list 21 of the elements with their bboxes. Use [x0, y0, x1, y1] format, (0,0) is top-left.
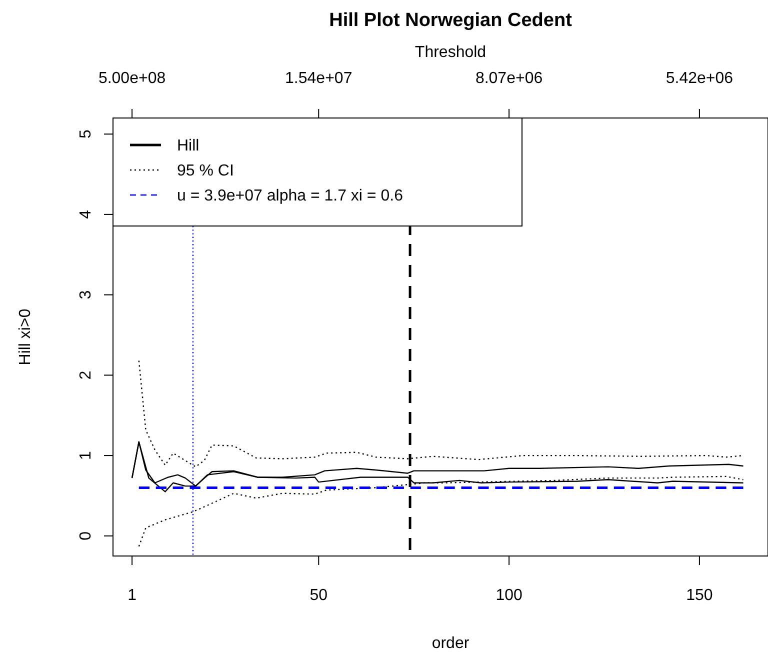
x2-axis-title: Threshold	[414, 44, 486, 61]
y-tick-label: 1	[78, 450, 95, 460]
legend-label: u = 3.9e+07 alpha = 1.7 xi = 0.6	[177, 188, 404, 205]
y-tick-label: 2	[78, 370, 95, 380]
x-axis-title: order	[432, 635, 470, 652]
chart-title: Hill Plot Norwegian Cedent	[329, 10, 573, 31]
x-tick-label: 1	[128, 587, 137, 604]
x-tick-label: 150	[686, 587, 713, 604]
y-tick-label: 0	[78, 531, 95, 540]
legend-label: Hill	[177, 138, 200, 155]
legend-label: 95 % CI	[177, 162, 234, 180]
y-axis-title: Hill xi>0	[17, 308, 34, 366]
text: 5.42e+06	[666, 70, 734, 87]
text: 1.54e+07	[285, 70, 352, 87]
x-tick-label: 100	[496, 587, 522, 604]
y-tick-label: 4	[78, 210, 95, 219]
text: 8.07e+06	[475, 70, 543, 87]
x-tick-label: 50	[310, 587, 328, 604]
y-tick-label: 3	[78, 290, 95, 300]
y-tick-label: 5	[78, 130, 95, 139]
text: 5.00e+08	[98, 70, 166, 87]
